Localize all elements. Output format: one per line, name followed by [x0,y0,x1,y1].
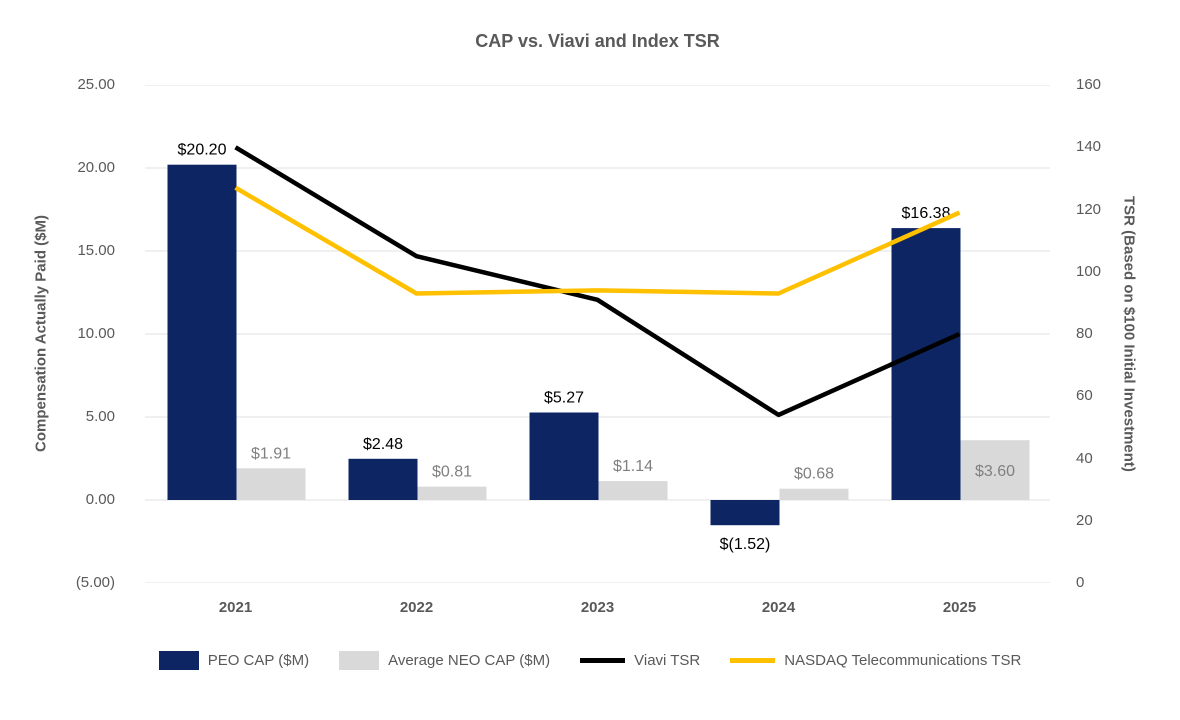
right-axis-ticks: 160 140 120 100 80 60 40 20 0 [1076,76,1176,591]
right-axis-tick-label: 60 [1076,387,1093,405]
right-axis-tick-label: 80 [1076,325,1093,342]
left-axis-tick-label: 10.00 [77,325,115,342]
left-axis-tick-label: 5.00 [85,408,115,425]
left-axis-tick-label: 20.00 [77,159,115,176]
bar-label: $0.68 [794,466,834,483]
bar-peo-cap-m [710,500,780,526]
bar-peo-cap-m [348,458,418,500]
legend-swatch-peo-cap [158,651,199,670]
left-axis-ticks: 25.00 20.00 15.00 10.00 5.00 0.00 (5.00) [0,76,115,591]
x-axis-label: 2025 [942,599,977,616]
x-axis-label: 2021 [218,599,253,616]
legend: PEO CAP ($M) Average NEO CAP ($M) Viavi … [0,651,1180,670]
x-axis-label: 2022 [399,599,434,616]
x-axis-label: 2024 [761,599,796,616]
bar-label: $20.20 [178,142,227,159]
right-axis-tick-label: 140 [1076,138,1102,156]
right-axis-tick-label: 40 [1076,449,1093,467]
right-axis-tick-label: 160 [1076,76,1102,93]
bar-label: $(1.52) [720,536,771,553]
legend-item-peo-cap: PEO CAP ($M) [158,651,310,670]
nasdaq-telecommunications-tsr-line [234,185,961,296]
legend-swatch-viavi-tsr [580,658,626,663]
chart-title: CAP vs. Viavi and Index TSR [475,31,720,51]
plot-area: $20.20 $2.48 $5.27 $(1.52) $16.38 $1.91 $0.81 $… [145,85,1050,583]
bar-average-neo-cap-m [598,481,668,500]
right-axis-tick-label: 20 [1076,511,1093,529]
legend-label-nasdaq-tsr: NASDAQ Telecommunications TSR [784,652,1022,669]
bar-label: $3.60 [975,463,1015,480]
legend-label-avg-neo-cap: Average NEO CAP ($M) [388,652,551,669]
bar-label: $16.38 [902,205,951,222]
legend-label-viavi-tsr: Viavi TSR [634,652,701,669]
bar-label: $2.48 [363,436,403,453]
right-axis-tick-label: 0 [1076,574,1085,591]
bar-average-neo-cap-m [779,488,849,500]
legend-swatch-nasdaq-tsr [730,658,776,663]
right-axis-title: TSR (Based on $100 Initial Investment) [1120,196,1138,472]
left-axis-tick-label: 25.00 [77,76,115,93]
bar-label: $1.91 [251,445,291,462]
right-axis-tick-label: 120 [1076,200,1102,218]
legend-item-avg-neo-cap: Average NEO CAP ($M) [339,651,550,670]
legend-item-nasdaq-tsr: NASDAQ Telecommunications TSR [730,652,1021,669]
left-axis-tick-label: 15.00 [77,242,115,259]
bar-peo-cap-m [167,164,237,500]
bar-peo-cap-m [891,228,961,500]
bar-average-neo-cap-m [236,468,306,500]
left-axis-tick-label: (5.00) [75,574,115,591]
left-axis-tick-label: 0.00 [85,491,115,508]
legend-item-viavi-tsr: Viavi TSR [580,652,700,669]
bar-average-neo-cap-m [960,440,1030,500]
bar-label: $0.81 [432,464,472,481]
legend-label-peo-cap: PEO CAP ($M) [207,652,310,669]
legend-swatch-avg-neo-cap [339,651,380,670]
viavi-tsr-line [234,145,961,418]
bar-label: $1.14 [613,458,653,475]
x-axis-label: 2023 [580,599,615,616]
right-axis-tick-label: 100 [1076,262,1102,280]
bar-label: $5.27 [544,390,584,407]
bar-peo-cap-m [529,412,599,500]
bar-average-neo-cap-m [417,486,487,500]
x-axis-labels: 2021 2022 2023 2024 2025 [145,599,1050,621]
